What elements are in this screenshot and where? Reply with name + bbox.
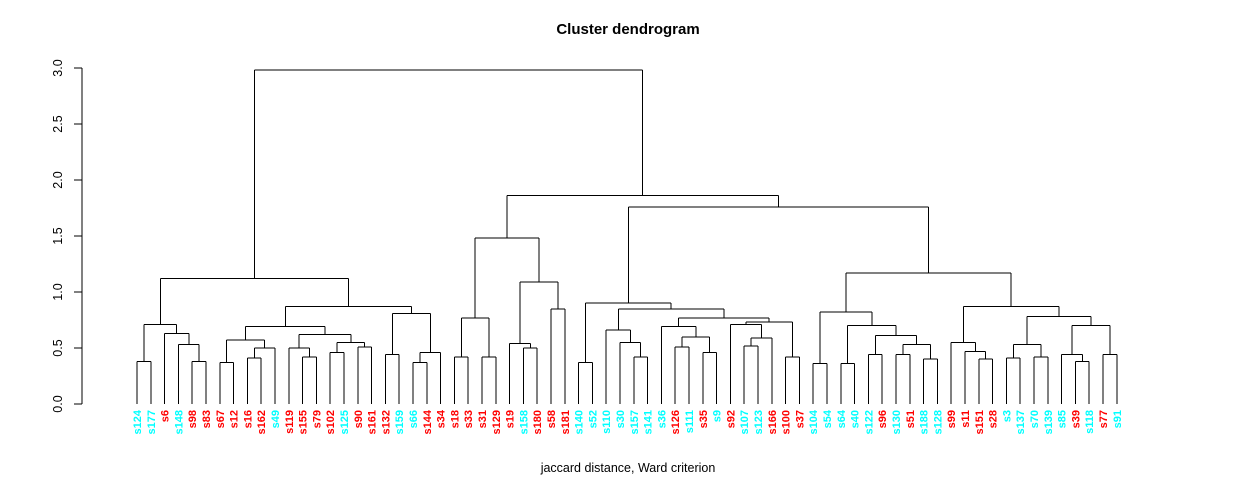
leaf-label: s12 [229,410,241,428]
leaf-label: s79 [311,410,323,428]
x-axis-label: jaccard distance, Ward criterion [540,461,716,475]
leaf-label: s151 [974,410,986,434]
leaf-label: s107 [739,410,751,434]
leaf-label: s9 [712,410,724,422]
leaf-label: s19 [505,410,517,428]
leaf-label: s11 [960,410,972,428]
y-tick-label: 2.0 [51,171,65,188]
leaf-label: s180 [532,410,544,434]
leaf-label: s92 [725,410,737,428]
leaf-label: s139 [1043,410,1055,434]
y-tick-label: 0.5 [51,339,65,356]
leaf-label: s33 [463,410,475,428]
y-tick-label: 1.0 [51,283,65,300]
leaf-label: s130 [891,410,903,434]
leaf-label: s64 [836,409,848,428]
leaf-label: s110 [601,410,613,434]
leaf-label: s52 [587,410,599,428]
leaf-label: s157 [629,410,641,434]
leaf-label: s159 [394,410,406,434]
leaf-label: s125 [339,410,351,434]
leaf-label: s99 [946,410,958,428]
leaf-label: s144 [422,409,434,434]
leaf-label: s91 [1112,410,1124,428]
leaf-label: s16 [242,410,254,428]
leaf-label: s83 [201,410,213,428]
leaf-label: s148 [173,410,185,434]
leaf-label: s141 [643,410,655,434]
leaf-label: s70 [1029,410,1041,428]
y-tick-label: 0.0 [51,395,65,412]
leaf-label: s129 [491,410,503,434]
leaf-label: s30 [615,410,627,428]
leaf-label: s123 [753,410,765,434]
leaf-label: s140 [574,410,586,434]
leaf-label: s54 [822,409,834,428]
leaf-label: s40 [850,410,862,428]
leaf-label: s49 [270,410,282,428]
leaf-label: s188 [919,410,931,434]
leaf-label: s155 [298,410,310,434]
chart-title: Cluster dendrogram [556,21,700,38]
leaf-label: s126 [670,410,682,434]
leaf-label: s137 [1015,410,1027,434]
leaf-label: s6 [160,410,172,422]
leaf-label: s158 [518,410,530,434]
leaf-label: s124 [132,409,144,434]
leaf-label: s85 [1057,410,1069,428]
y-tick-label: 1.5 [51,227,65,244]
leaf-label: s181 [560,410,572,434]
leaf-label: s96 [877,410,889,428]
leaf-label: s18 [449,410,461,428]
leaf-label: s37 [794,410,806,428]
leaf-label: s90 [353,410,365,428]
leaf-label: s132 [380,410,392,434]
leaf-label: s31 [477,410,489,428]
leaf-label: s161 [367,410,379,434]
leaf-label: s162 [256,410,268,434]
leaf-label: s67 [215,410,227,428]
leaf-label: s36 [656,410,668,428]
leaf-label: s77 [1098,410,1110,428]
leaf-label: s104 [808,409,820,434]
leaf-label: s3 [1001,410,1013,422]
leaf-label: s111 [684,410,696,433]
leaf-label: s98 [187,410,199,428]
leaf-label: s100 [781,410,793,434]
leaf-label: s66 [408,410,420,428]
leaf-label: s34 [436,409,448,428]
leaf-label: s118 [1084,410,1096,434]
leaf-label: s128 [932,410,944,434]
leaf-label: s51 [905,410,917,428]
leaf-label: s122 [863,410,875,434]
y-tick-label: 2.5 [51,115,65,132]
leaf-label: s102 [325,410,337,434]
y-tick-label: 3.0 [51,59,65,76]
leaf-label: s119 [284,410,296,434]
leaf-label: s166 [767,410,779,434]
leaf-label: s35 [698,410,710,428]
leaf-label: s28 [988,410,1000,428]
leaf-label: s58 [546,410,558,428]
leaf-label: s39 [1070,410,1082,428]
leaf-label: s177 [146,410,158,434]
